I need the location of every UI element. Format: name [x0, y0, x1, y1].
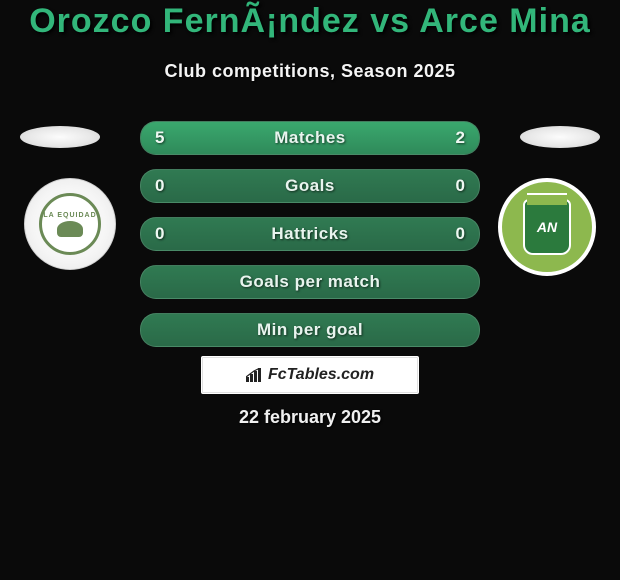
- stat-label: Matches: [141, 122, 479, 154]
- stat-label: Goals per match: [141, 266, 479, 298]
- brand-watermark: FcTables.com: [201, 356, 419, 394]
- stat-bar: 00Goals: [140, 169, 480, 203]
- comparison-card: Orozco FernÃ¡ndez vs Arce Mina Club comp…: [0, 0, 620, 580]
- stat-bars: 52Matches 00Goals 00Hattricks Goals per mat…: [140, 121, 480, 361]
- stat-label: Min per goal: [141, 314, 479, 346]
- stat-bar: 52Matches: [140, 121, 480, 155]
- player-silhouette-left: [20, 126, 100, 148]
- date-caption: 22 february 2025: [0, 407, 620, 428]
- bar-chart-icon: [246, 368, 264, 382]
- page-title: Orozco FernÃ¡ndez vs Arce Mina: [0, 2, 620, 41]
- stat-bar: 00Hattricks: [140, 217, 480, 251]
- club-badge-right: AN: [498, 178, 596, 276]
- stat-label: Goals: [141, 170, 479, 202]
- club-badge-left-icon: [57, 221, 83, 237]
- stat-bar: Min per goal: [140, 313, 480, 347]
- stat-bar: Goals per match: [140, 265, 480, 299]
- club-badge-left-text: LA EQUIDAD: [43, 212, 96, 219]
- player-silhouette-right: [520, 126, 600, 148]
- stat-label: Hattricks: [141, 218, 479, 250]
- subtitle: Club competitions, Season 2025: [0, 61, 620, 82]
- brand-text: FcTables.com: [268, 366, 374, 384]
- club-badge-left: LA EQUIDAD: [24, 178, 116, 270]
- club-badge-right-text: AN: [537, 219, 557, 235]
